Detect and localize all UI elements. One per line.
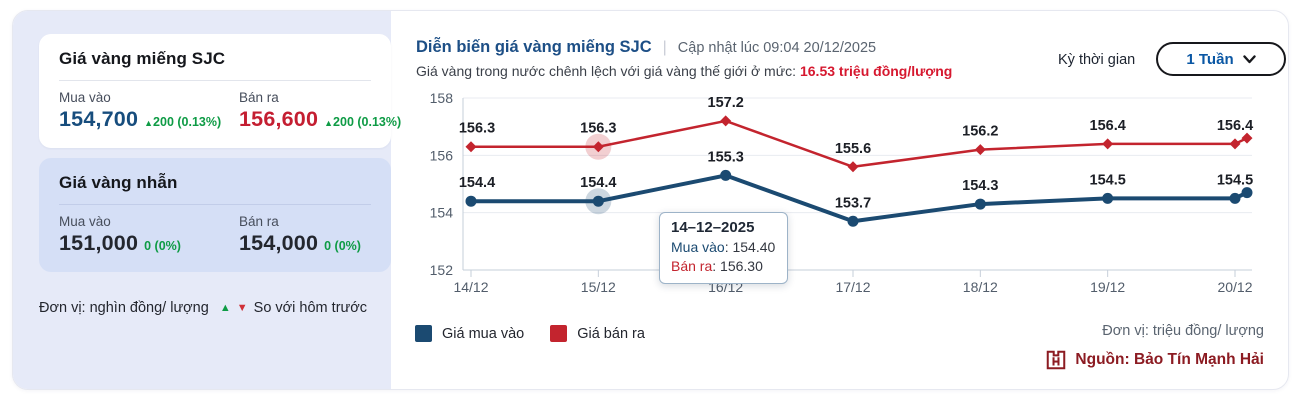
ring-sell-change: 0 (0%): [324, 239, 361, 253]
sell-label: Bán ra: [239, 90, 279, 105]
data-point-label: 156.3: [580, 121, 616, 137]
data-point[interactable]: [1229, 138, 1241, 150]
data-point-label: 154.5: [1090, 172, 1126, 188]
ring-gold-price-card: Giá vàng nhẫn Mua vào 151,000 0 (0%) Bán…: [39, 158, 391, 272]
x-axis-tick-label: 14/12: [453, 279, 488, 295]
x-axis-tick-label: 20/12: [1217, 279, 1252, 295]
data-point-label: 156.2: [962, 124, 998, 140]
x-axis-tick-label: 15/12: [581, 279, 616, 295]
ring-sell-value: 154,000: [239, 231, 319, 255]
sjc-sell-change: ▲200 (0.13%): [324, 115, 402, 129]
card-title-ring: Giá vàng nhẫn: [59, 173, 178, 192]
buy-series-swatch-icon: [415, 325, 432, 342]
data-point[interactable]: [1241, 187, 1253, 199]
diff-text: Giá vàng trong nước chênh lệch với giá v…: [416, 63, 796, 79]
legend-item-buy[interactable]: Giá mua vào: [415, 325, 524, 342]
period-select[interactable]: 1 Tuần: [1156, 42, 1286, 76]
tooltip-buy-row: Mua vào: 154.40: [671, 239, 776, 255]
tooltip-sell-row: Bán ra: 156.30: [671, 258, 763, 274]
down-triangle-icon: ▼: [236, 302, 248, 314]
divider: [59, 204, 371, 205]
data-point-label: 154.4: [459, 175, 495, 191]
data-point[interactable]: [1241, 132, 1253, 144]
data-point-label: 155.3: [708, 149, 744, 165]
sjc-buy-value: 154,700: [59, 107, 139, 131]
y-axis-tick-label: 158: [430, 90, 454, 106]
data-point-label: 154.4: [580, 175, 616, 191]
sjc-sell-value: 156,600: [239, 107, 319, 131]
buy-label: Mua vào: [59, 214, 111, 229]
sell-series-swatch-icon: [550, 325, 568, 342]
data-point[interactable]: [592, 141, 604, 153]
series-line: [471, 119, 1248, 169]
divider: [59, 80, 371, 81]
up-triangle-icon: ▲: [324, 118, 334, 128]
data-point[interactable]: [974, 144, 986, 156]
diff-value: 16.53 triệu đồng/lượng: [799, 63, 953, 79]
data-point[interactable]: [592, 195, 604, 207]
data-point[interactable]: [847, 161, 859, 173]
up-triangle-icon: ▲: [219, 302, 231, 314]
period-label: Kỳ thời gian: [1058, 52, 1136, 68]
separator: |: [662, 38, 667, 56]
data-point-label: 154.3: [962, 178, 998, 194]
chart-header: Diễn biến giá vàng miếng SJC | Cập nhật …: [416, 38, 876, 57]
chart-unit-note: Đơn vị: triệu đồng/ lượng: [1102, 323, 1264, 339]
y-axis-tick-label: 154: [430, 205, 454, 221]
chart-tooltip: 14–12–2025 Mua vào: 154.40 Bán ra: 156.3…: [659, 212, 788, 284]
data-point-label: 156.4: [1217, 118, 1253, 134]
series-line: [471, 173, 1248, 224]
buy-label: Mua vào: [59, 90, 111, 105]
data-point[interactable]: [1102, 138, 1114, 150]
data-point-label: 157.2: [708, 95, 744, 111]
data-point-label: 155.6: [835, 141, 871, 157]
data-point[interactable]: [1229, 192, 1241, 204]
btmh-logo-icon: [1047, 350, 1066, 370]
data-point-label: 156.4: [1090, 118, 1126, 134]
ring-buy-value: 151,000: [59, 231, 139, 255]
sell-label: Bán ra: [239, 214, 279, 229]
period-select-value: 1 Tuần: [1186, 50, 1234, 68]
sjc-bar-price-card: Giá vàng miếng SJC Mua vào 154,700 ▲200 …: [39, 34, 401, 148]
x-axis-tick-label: 17/12: [835, 279, 870, 295]
data-source: Nguồn: Bảo Tín Mạnh Hải: [1045, 349, 1264, 371]
y-axis-tick-label: 156: [430, 147, 454, 163]
up-triangle-icon: ▲: [144, 118, 154, 128]
x-axis-tick-label: 18/12: [963, 279, 998, 295]
data-point[interactable]: [465, 195, 477, 207]
data-point[interactable]: [974, 198, 986, 210]
data-point-label: 153.7: [835, 195, 871, 211]
compare-note: ▲ ▼ So với hôm trước: [219, 300, 367, 316]
tooltip-date: 14–12–2025: [671, 219, 755, 236]
chart-legend: Giá mua vào Giá bán ra: [415, 325, 645, 342]
legend-item-sell[interactable]: Giá bán ra: [550, 325, 645, 342]
chart-subtitle: Giá vàng trong nước chênh lệch với giá v…: [416, 63, 952, 79]
data-point[interactable]: [465, 141, 477, 153]
chart-title: Diễn biến giá vàng miếng SJC: [416, 38, 652, 56]
source-text: Nguồn: Bảo Tín Mạnh Hải: [1075, 351, 1264, 368]
data-point-label: 156.3: [459, 121, 495, 137]
sidebar-unit-note: Đơn vị: nghìn đồng/ lượng: [39, 300, 209, 316]
update-timestamp: Cập nhật lúc 09:04 20/12/2025: [677, 39, 877, 56]
data-point[interactable]: [720, 115, 732, 127]
card-title-sjc: Giá vàng miếng SJC: [59, 49, 226, 68]
chevron-down-icon: [1242, 54, 1256, 63]
price-sidebar: Giá vàng miếng SJC Mua vào 154,700 ▲200 …: [13, 11, 401, 389]
data-point[interactable]: [847, 215, 859, 227]
y-axis-tick-label: 152: [430, 262, 454, 278]
gold-price-widget: Giá vàng miếng SJC Mua vào 154,700 ▲200 …: [12, 10, 1289, 390]
data-point[interactable]: [1102, 192, 1114, 204]
sidebar-footnote: Đơn vị: nghìn đồng/ lượng ▲ ▼ So với hôm…: [39, 300, 367, 316]
sjc-buy-change: ▲200 (0.13%): [144, 115, 222, 129]
data-point-label: 154.5: [1217, 172, 1253, 188]
data-point[interactable]: [720, 169, 732, 181]
x-axis-tick-label: 19/12: [1090, 279, 1125, 295]
ring-buy-change: 0 (0%): [144, 239, 181, 253]
